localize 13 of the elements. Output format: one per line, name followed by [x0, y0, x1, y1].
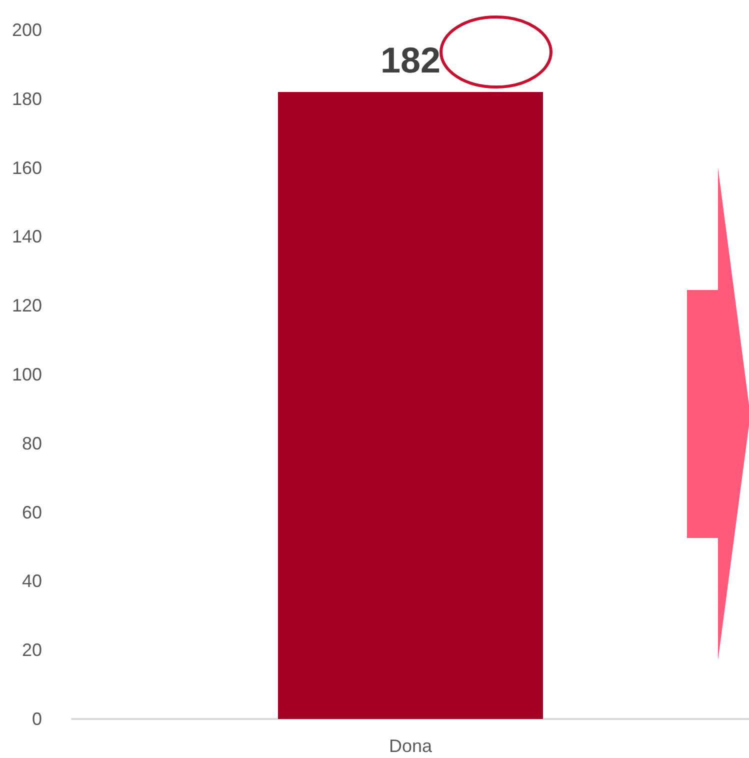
y-tick-label: 80 [22, 433, 42, 454]
y-tick-label: 60 [22, 502, 42, 522]
y-tick-label: 20 [22, 640, 42, 660]
y-tick-label: 140 [12, 226, 42, 247]
y-tick-label: 40 [22, 571, 42, 592]
y-tick-label: 180 [12, 88, 42, 109]
y-tick-label: 200 [12, 20, 42, 40]
y-tick-label: 100 [12, 364, 42, 384]
y-tick-label: 120 [12, 296, 42, 316]
y-tick-label: 160 [12, 158, 42, 178]
data-label: 182 [380, 40, 441, 81]
x-tick-label: Dona [388, 736, 434, 756]
y-tick-label: 0 [32, 709, 42, 729]
